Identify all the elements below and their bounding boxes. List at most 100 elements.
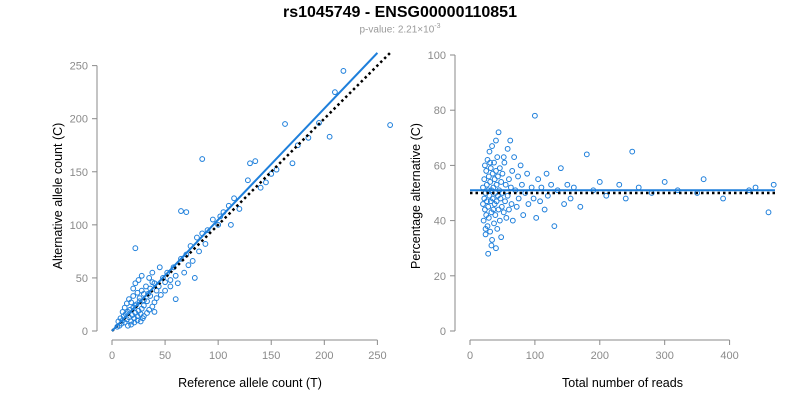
data-point xyxy=(263,179,269,186)
data-point xyxy=(482,162,488,169)
data-point xyxy=(204,227,211,234)
data-point xyxy=(500,209,507,216)
data-point xyxy=(535,176,542,183)
data-point xyxy=(157,292,164,298)
data-point xyxy=(501,159,508,166)
data-point xyxy=(199,156,206,162)
data-point xyxy=(491,220,497,227)
data-point xyxy=(149,269,156,276)
data-point xyxy=(528,184,535,191)
data-point xyxy=(294,142,301,149)
data-point xyxy=(172,296,179,303)
null-expectation-line xyxy=(111,51,392,332)
data-point xyxy=(489,237,495,243)
y-tick-label: 100 xyxy=(428,50,446,62)
data-point xyxy=(770,181,777,188)
x-tick-label: 50 xyxy=(159,350,171,362)
data-point xyxy=(500,154,507,161)
data-point xyxy=(162,279,168,286)
data-point xyxy=(495,129,502,136)
data-point xyxy=(132,245,139,252)
data-point xyxy=(492,212,499,218)
data-point xyxy=(257,184,264,191)
data-point xyxy=(493,181,500,188)
data-point xyxy=(583,151,590,158)
data-point xyxy=(487,165,494,172)
data-point xyxy=(548,181,555,188)
data-point xyxy=(519,181,525,188)
data-point xyxy=(485,214,492,221)
data-point xyxy=(700,176,707,183)
y-tick-label: 40 xyxy=(434,216,446,228)
data-point xyxy=(495,173,501,180)
data-point xyxy=(289,160,296,167)
data-point xyxy=(132,280,139,287)
data-point xyxy=(511,154,518,161)
data-point xyxy=(493,198,500,205)
y-tick-label: 100 xyxy=(70,220,88,232)
data-point xyxy=(481,176,488,183)
data-point xyxy=(167,283,174,290)
data-point xyxy=(629,148,636,155)
data-point xyxy=(167,277,174,283)
data-point xyxy=(494,154,501,161)
data-point xyxy=(537,198,543,205)
data-point xyxy=(387,122,394,128)
data-point xyxy=(215,221,222,228)
data-point xyxy=(146,275,153,281)
x-tick-label: 400 xyxy=(720,350,738,362)
data-point xyxy=(499,170,506,177)
data-point xyxy=(178,208,184,214)
data-point xyxy=(502,181,509,188)
data-point xyxy=(128,299,135,306)
data-point xyxy=(564,181,571,188)
data-point xyxy=(603,192,610,199)
data-point xyxy=(533,214,540,221)
data-point xyxy=(153,295,160,301)
data-point xyxy=(174,280,181,287)
data-point xyxy=(498,234,505,241)
data-point xyxy=(520,212,527,218)
y-tick-label: 150 xyxy=(70,167,88,179)
data-point xyxy=(622,195,629,202)
data-point xyxy=(498,179,505,185)
data-point xyxy=(247,160,253,167)
data-point xyxy=(489,195,496,202)
data-point xyxy=(509,217,516,224)
data-point xyxy=(493,168,499,174)
data-point xyxy=(483,198,490,205)
data-point xyxy=(541,206,548,213)
data-point xyxy=(577,203,584,210)
data-point xyxy=(508,201,515,207)
data-point xyxy=(616,181,623,188)
data-point xyxy=(140,313,147,320)
data-point xyxy=(202,241,209,247)
data-point xyxy=(482,225,489,232)
data-point xyxy=(244,177,251,184)
data-point xyxy=(185,262,192,269)
data-point xyxy=(507,184,514,191)
x-tick-label: 250 xyxy=(368,350,386,362)
data-point xyxy=(178,255,184,262)
data-point xyxy=(326,133,333,140)
data-point xyxy=(504,145,511,152)
data-point xyxy=(485,203,492,210)
data-point xyxy=(494,225,501,232)
x-tick-label: 0 xyxy=(109,350,115,362)
y-tick-label: 20 xyxy=(434,271,446,283)
y-tick-label: 250 xyxy=(70,61,88,73)
data-point xyxy=(135,277,142,283)
data-point xyxy=(720,195,726,202)
chart-title: rs1045749 - ENSG00000110851 xyxy=(283,4,517,21)
data-point xyxy=(487,159,494,166)
data-point xyxy=(144,298,150,305)
data-point xyxy=(515,195,522,202)
data-point xyxy=(282,121,288,127)
data-point xyxy=(538,184,545,191)
data-point xyxy=(189,258,196,264)
data-point xyxy=(493,137,499,144)
data-point xyxy=(503,214,510,221)
data-point xyxy=(524,170,531,177)
data-point xyxy=(635,184,642,191)
